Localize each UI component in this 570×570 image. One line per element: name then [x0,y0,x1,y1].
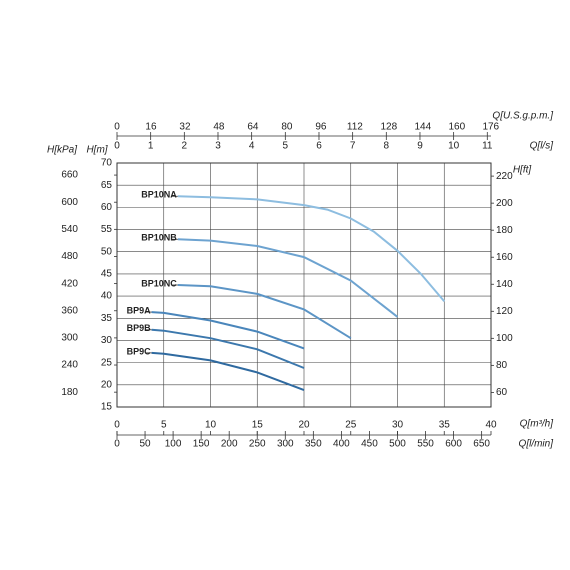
curve [177,284,352,340]
tick-label: 160 [448,122,465,133]
tick-label: 480 [61,251,78,262]
tick-label: 32 [179,122,191,133]
tick-label: 9 [417,141,423,152]
series-label: BP9B [127,323,152,333]
x-tick-label: 0 [114,420,120,431]
y-tick-label: 50 [101,246,113,257]
tick-label: 60 [496,387,508,398]
x-tick-label: 30 [392,420,404,431]
x-tick-label: 5 [161,420,167,431]
x-tick-label: 40 [485,420,497,431]
y-tick-label: 55 [101,224,113,235]
x-tick-label: 10 [205,420,217,431]
x-tick-label: 15 [252,420,264,431]
tick-label: 16 [145,122,157,133]
tick-label: 120 [496,306,513,317]
tick-label: 220 [496,171,513,182]
tick-label: 140 [496,279,513,290]
curve [151,328,305,369]
tick-label: 420 [61,278,78,289]
tick-label: 450 [361,439,378,450]
tick-label: 350 [305,439,322,450]
tick-label: 176 [482,122,499,133]
axis-label: H[ft] [513,165,532,176]
y-tick-label: 20 [101,379,113,390]
y-tick-label: 35 [101,313,113,324]
x-axis-label: Q[m³/h] [520,419,554,430]
axis-label: Q[U.S.g.p.m.] [492,111,553,122]
plot-border [116,162,492,408]
tick-label: 6 [316,141,322,152]
tick-label: 96 [315,122,327,133]
tick-label: 600 [445,439,462,450]
tick-label: 144 [414,122,431,133]
tick-label: 8 [384,141,390,152]
tick-label: 80 [496,360,508,371]
tick-label: 10 [448,141,460,152]
tick-label: 5 [283,141,289,152]
axis-label: H[kPa] [47,145,77,156]
tick-label: 200 [221,439,238,450]
y-axis-label: H[m] [86,145,107,156]
series-label: BP10NB [141,233,177,243]
x-tick-label: 35 [439,420,451,431]
curve [151,311,305,350]
tick-label: 180 [496,225,513,236]
series-label: BP10NA [141,190,177,200]
series-label: BP9A [127,305,152,315]
tick-label: 100 [496,333,513,344]
x-tick-label: 20 [298,420,310,431]
tick-label: 180 [61,387,78,398]
tick-label: 360 [61,305,78,316]
tick-label: 150 [193,439,210,450]
y-tick-label: 45 [101,269,113,280]
y-tick-label: 15 [101,402,113,413]
tick-label: 300 [61,333,78,344]
y-tick-label: 60 [101,202,113,213]
tick-label: 240 [61,360,78,371]
tick-label: 160 [496,252,513,263]
tick-label: 600 [61,197,78,208]
curve [177,238,399,318]
tick-label: 48 [213,122,225,133]
curve [177,195,446,303]
y-tick-label: 25 [101,357,113,368]
tick-label: 3 [215,141,221,152]
tick-label: 4 [249,141,255,152]
tick-label: 500 [389,439,406,450]
series-label: BP10NC [141,278,177,288]
tick-label: 128 [381,122,398,133]
y-tick-label: 70 [101,158,113,169]
tick-label: 0 [114,122,120,133]
y-tick-label: 40 [101,291,113,302]
y-tick-label: 30 [101,335,113,346]
tick-label: 2 [182,141,188,152]
tick-label: 540 [61,224,78,235]
tick-label: 50 [139,439,151,450]
axis-label: Q[l/s] [530,141,554,152]
curve [151,351,305,392]
tick-label: 1 [148,141,154,152]
tick-label: 650 [473,439,490,450]
tick-label: 80 [281,122,293,133]
tick-label: 0 [114,439,120,450]
tick-label: 200 [496,198,513,209]
tick-label: 11 [482,141,493,152]
tick-label: 300 [277,439,294,450]
tick-label: 660 [61,170,78,181]
tick-label: 112 [347,122,363,133]
x-tick-label: 25 [345,420,357,431]
tick-label: 400 [333,439,350,450]
axis-label: Q[l/min] [519,439,554,450]
tick-label: 550 [417,439,434,450]
tick-label: 250 [249,439,266,450]
tick-label: 7 [350,141,356,152]
y-tick-label: 65 [101,180,113,191]
tick-label: 64 [247,122,259,133]
tick-label: 100 [165,439,182,450]
tick-label: 0 [114,141,120,152]
series-label: BP9C [127,346,152,356]
